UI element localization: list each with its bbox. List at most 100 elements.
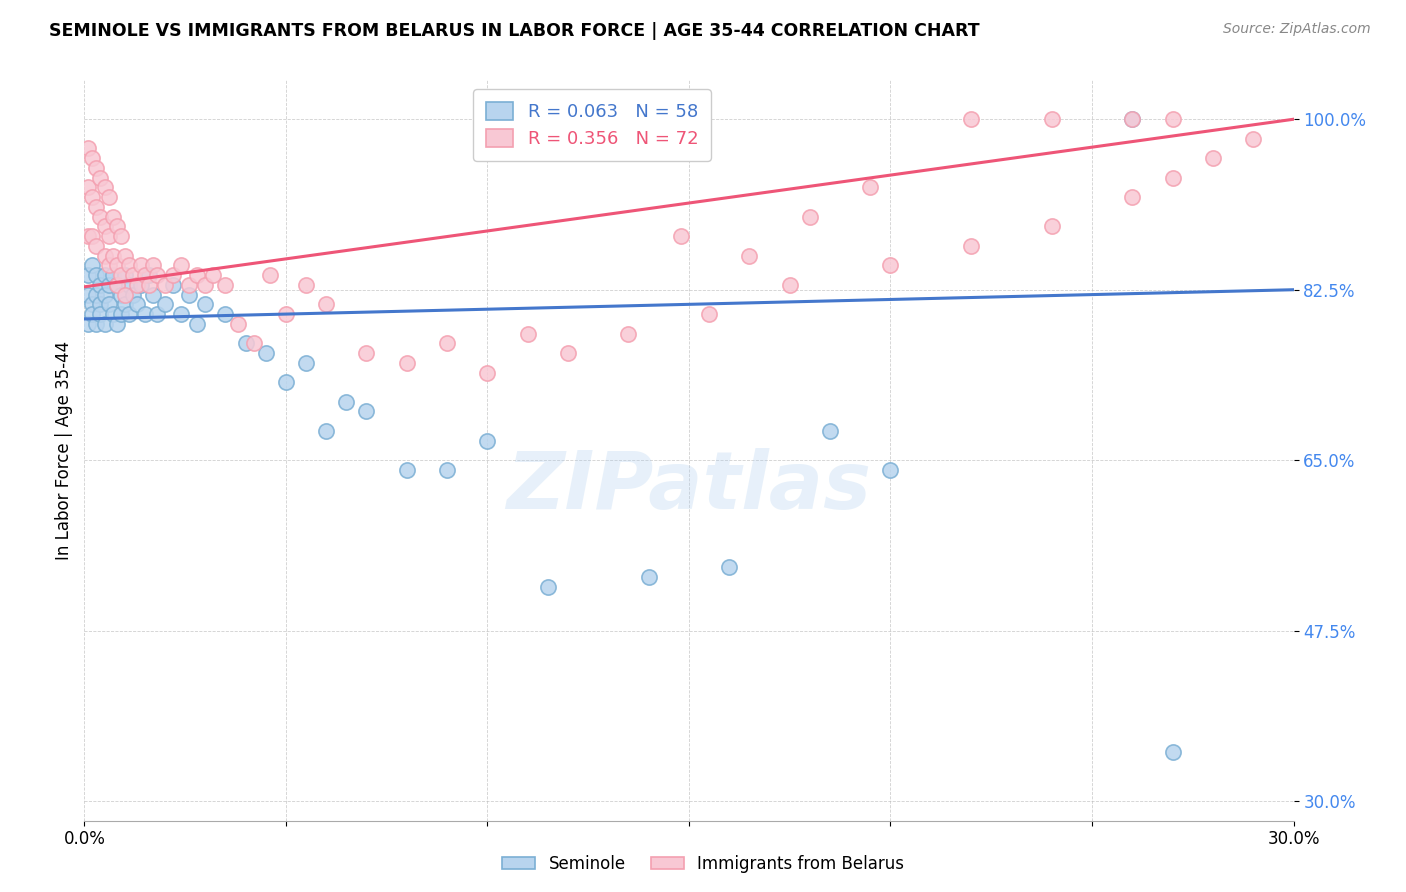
Point	[114, 287, 136, 301]
Text: ZIPatlas: ZIPatlas	[506, 449, 872, 526]
Point	[89, 277, 111, 292]
Point	[186, 268, 208, 282]
Point	[89, 170, 111, 185]
Point	[125, 277, 148, 292]
Point	[436, 336, 458, 351]
Point	[214, 307, 236, 321]
Point	[118, 277, 141, 292]
Point	[356, 346, 378, 360]
Point	[97, 190, 120, 204]
Point	[86, 161, 108, 175]
Point	[1121, 112, 1143, 127]
Point	[818, 424, 841, 438]
Legend: Seminole, Immigrants from Belarus: Seminole, Immigrants from Belarus	[495, 848, 911, 880]
Point	[97, 259, 120, 273]
Point	[315, 297, 337, 311]
Point	[105, 277, 128, 292]
Point	[1241, 132, 1264, 146]
Point	[82, 259, 104, 273]
Point	[879, 259, 901, 273]
Point	[859, 180, 882, 194]
Point	[101, 210, 124, 224]
Point	[101, 249, 124, 263]
Point	[179, 277, 201, 292]
Point	[101, 307, 124, 321]
Point	[86, 268, 108, 282]
Point	[170, 259, 193, 273]
Point	[1161, 112, 1184, 127]
Point	[295, 356, 318, 370]
Point	[356, 404, 378, 418]
Point	[477, 434, 499, 448]
Point	[77, 268, 100, 282]
Text: SEMINOLE VS IMMIGRANTS FROM BELARUS IN LABOR FORCE | AGE 35-44 CORRELATION CHART: SEMINOLE VS IMMIGRANTS FROM BELARUS IN L…	[49, 22, 980, 40]
Point	[202, 268, 225, 282]
Point	[105, 219, 128, 234]
Point	[142, 287, 165, 301]
Point	[77, 317, 100, 331]
Point	[89, 210, 111, 224]
Point	[82, 151, 104, 165]
Point	[226, 317, 249, 331]
Point	[101, 268, 124, 282]
Point	[82, 307, 104, 321]
Point	[129, 259, 152, 273]
Point	[1161, 746, 1184, 760]
Point	[86, 317, 108, 331]
Point	[110, 287, 132, 301]
Point	[170, 307, 193, 321]
Point	[142, 259, 165, 273]
Point	[179, 287, 201, 301]
Point	[335, 394, 357, 409]
Point	[82, 297, 104, 311]
Point	[82, 229, 104, 244]
Point	[1121, 112, 1143, 127]
Point	[121, 268, 143, 282]
Point	[194, 297, 217, 311]
Point	[617, 326, 640, 341]
Point	[153, 297, 176, 311]
Point	[114, 297, 136, 311]
Point	[93, 249, 115, 263]
Point	[138, 277, 160, 292]
Point	[879, 463, 901, 477]
Point	[93, 180, 115, 194]
Point	[97, 277, 120, 292]
Point	[89, 307, 111, 321]
Point	[118, 259, 141, 273]
Point	[114, 268, 136, 282]
Point	[436, 463, 458, 477]
Y-axis label: In Labor Force | Age 35-44: In Labor Force | Age 35-44	[55, 341, 73, 560]
Point	[86, 200, 108, 214]
Point	[214, 277, 236, 292]
Point	[242, 336, 264, 351]
Point	[259, 268, 281, 282]
Point	[718, 560, 741, 574]
Point	[295, 277, 318, 292]
Point	[77, 229, 100, 244]
Point	[110, 229, 132, 244]
Point	[162, 277, 184, 292]
Point	[86, 287, 108, 301]
Point	[557, 346, 579, 360]
Point	[93, 287, 115, 301]
Point	[186, 317, 208, 331]
Point	[118, 307, 141, 321]
Point	[97, 297, 120, 311]
Point	[77, 180, 100, 194]
Point	[162, 268, 184, 282]
Point	[129, 277, 152, 292]
Point	[194, 277, 217, 292]
Point	[89, 297, 111, 311]
Point	[235, 336, 257, 351]
Point	[86, 239, 108, 253]
Point	[1161, 170, 1184, 185]
Point	[93, 219, 115, 234]
Point	[125, 297, 148, 311]
Point	[960, 112, 983, 127]
Point	[738, 249, 761, 263]
Point	[697, 307, 720, 321]
Point	[105, 259, 128, 273]
Point	[77, 141, 100, 155]
Point	[669, 229, 692, 244]
